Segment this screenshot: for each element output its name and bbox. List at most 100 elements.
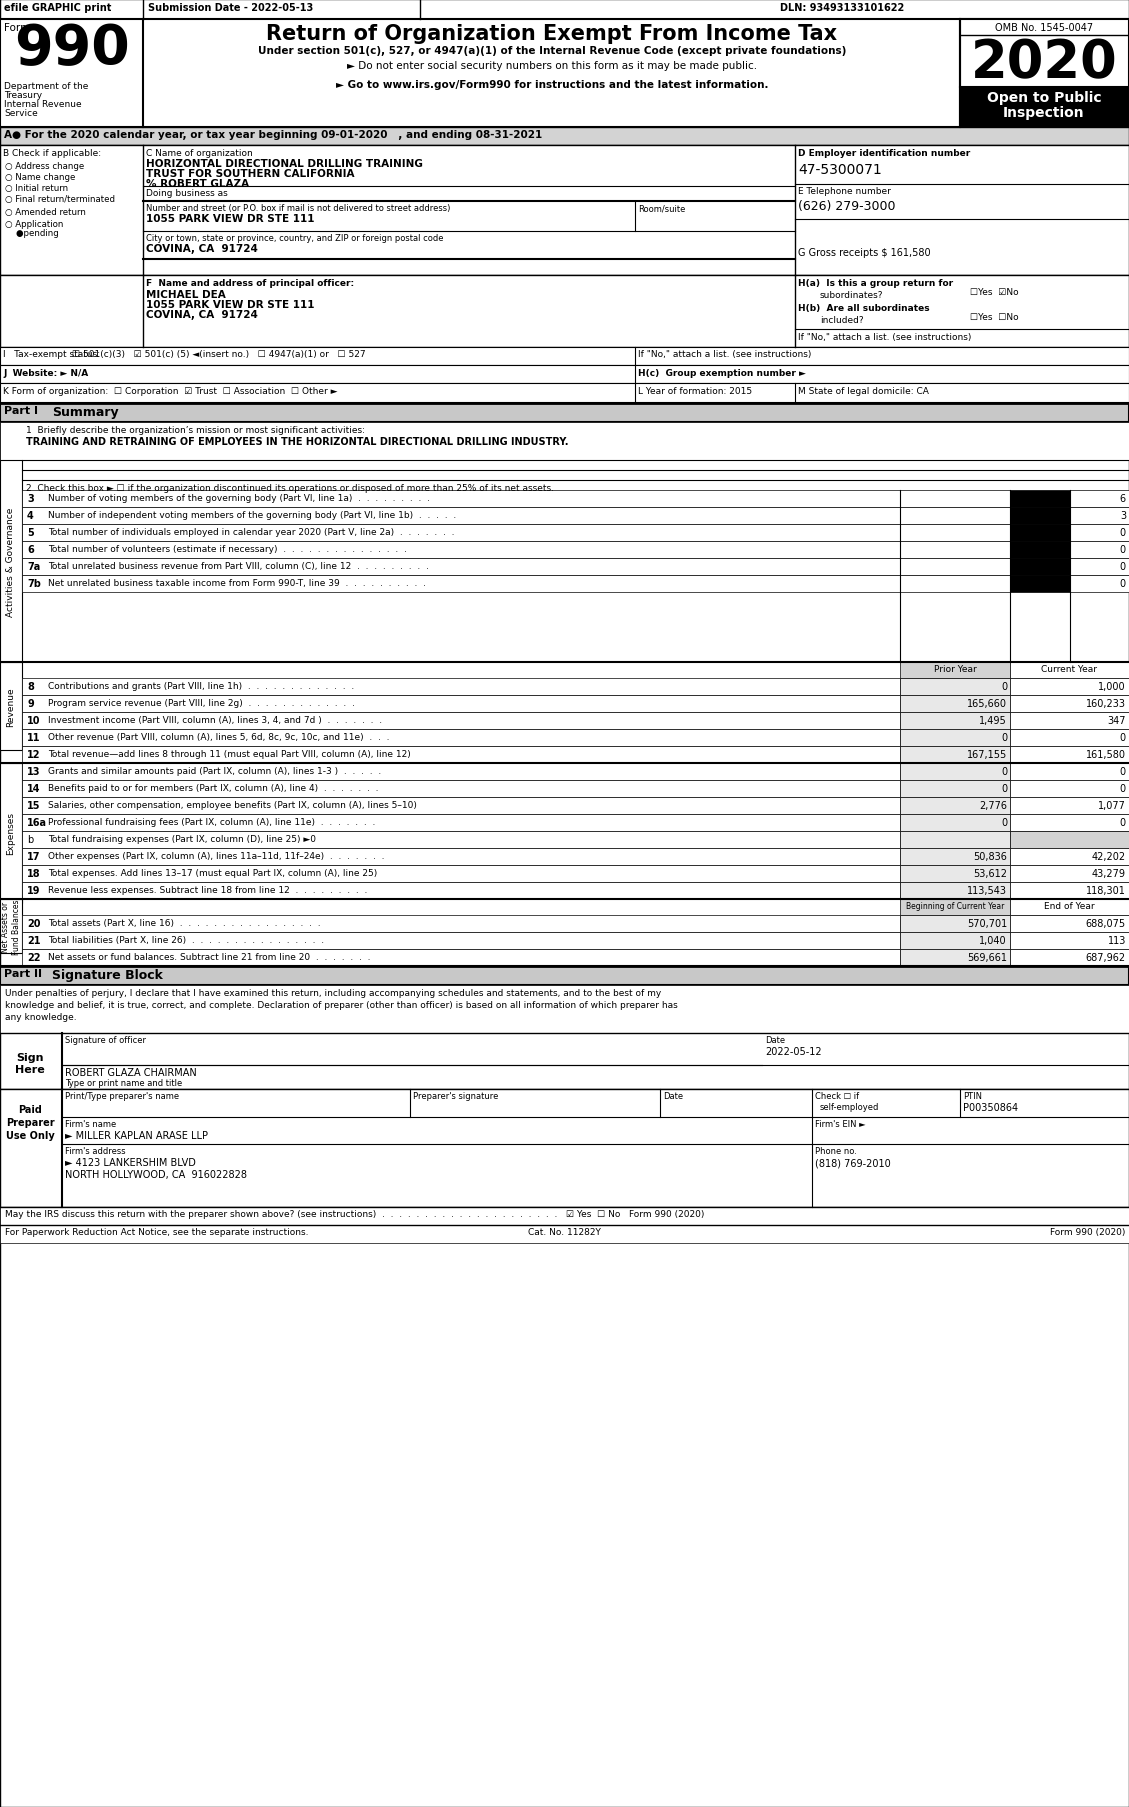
Text: Preparer's signature: Preparer's signature — [413, 1091, 498, 1100]
Text: Under section 501(c), 527, or 4947(a)(1) of the Internal Revenue Code (except pr: Under section 501(c), 527, or 4947(a)(1)… — [257, 45, 847, 56]
Text: M State of legal domicile: CA: M State of legal domicile: CA — [798, 387, 929, 396]
Text: L Year of formation: 2015: L Year of formation: 2015 — [638, 387, 752, 396]
Text: 160,233: 160,233 — [1086, 699, 1126, 708]
Text: City or town, state or province, country, and ZIP or foreign postal code: City or town, state or province, country… — [146, 233, 444, 242]
Text: 0: 0 — [1120, 528, 1126, 538]
Text: ○ Amended return: ○ Amended return — [5, 208, 86, 217]
Text: Other expenses (Part IX, column (A), lines 11a–11d, 11f–24e)  .  .  .  .  .  .  : Other expenses (Part IX, column (A), lin… — [49, 851, 385, 860]
Text: A● For the 2020 calendar year, or tax year beginning 09-01-2020   , and ending 0: A● For the 2020 calendar year, or tax ye… — [5, 130, 542, 139]
Text: 11: 11 — [27, 732, 41, 743]
Text: 161,580: 161,580 — [1086, 750, 1126, 759]
Text: ☐Yes  ☐No: ☐Yes ☐No — [970, 313, 1018, 322]
Bar — [21, 932, 900, 949]
Text: Prior Year: Prior Year — [934, 665, 977, 674]
Bar — [900, 949, 1010, 967]
Text: 6: 6 — [1120, 493, 1126, 504]
Text: If "No," attach a list. (see instructions): If "No," attach a list. (see instruction… — [638, 351, 812, 360]
Bar — [0, 967, 1129, 985]
Bar — [900, 932, 1010, 949]
Text: NORTH HOLLYWOOD, CA  916022828: NORTH HOLLYWOOD, CA 916022828 — [65, 1169, 247, 1180]
Bar — [21, 916, 900, 932]
Bar — [1010, 712, 1129, 730]
Text: Summary: Summary — [52, 407, 119, 419]
Text: H(b)  Are all subordinates: H(b) Are all subordinates — [798, 304, 929, 313]
Text: Doing business as: Doing business as — [146, 190, 228, 199]
Text: 1,077: 1,077 — [1099, 801, 1126, 811]
Bar — [1070, 558, 1129, 576]
Bar — [0, 347, 1129, 365]
Text: 347: 347 — [1108, 716, 1126, 726]
Bar — [0, 900, 21, 954]
Text: Date: Date — [765, 1035, 785, 1044]
Bar — [900, 696, 1010, 712]
Bar — [21, 949, 900, 967]
Text: knowledge and belief, it is true, correct, and complete. Declaration of preparer: knowledge and belief, it is true, correc… — [5, 1001, 677, 1010]
Bar — [0, 365, 1129, 383]
Bar — [21, 797, 900, 815]
Bar — [0, 1034, 1129, 1090]
Text: 7b: 7b — [27, 578, 41, 589]
Bar — [21, 542, 900, 558]
Bar — [900, 781, 1010, 797]
Text: 0: 0 — [1001, 681, 1007, 692]
Bar — [1010, 576, 1070, 593]
Bar — [1070, 508, 1129, 524]
Bar — [1010, 916, 1129, 932]
Text: Cat. No. 11282Y: Cat. No. 11282Y — [527, 1227, 601, 1236]
Text: Sign: Sign — [16, 1052, 44, 1063]
Bar — [1010, 900, 1129, 916]
Bar — [960, 20, 1129, 128]
Text: 118,301: 118,301 — [1086, 885, 1126, 896]
Text: Total assets (Part X, line 16)  .  .  .  .  .  .  .  .  .  .  .  .  .  .  .  .  : Total assets (Part X, line 16) . . . . .… — [49, 918, 321, 927]
Text: included?: included? — [820, 316, 864, 325]
Text: 0: 0 — [1001, 732, 1007, 743]
Text: 2  Check this box ► ☐ if the organization discontinued its operations or dispose: 2 Check this box ► ☐ if the organization… — [26, 484, 554, 493]
Text: OMB No. 1545-0047: OMB No. 1545-0047 — [995, 23, 1093, 33]
Text: Revenue less expenses. Subtract line 18 from line 12  .  .  .  .  .  .  .  .  .: Revenue less expenses. Subtract line 18 … — [49, 885, 367, 894]
Text: 12: 12 — [27, 750, 41, 759]
Text: Total unrelated business revenue from Part VIII, column (C), line 12  .  .  .  .: Total unrelated business revenue from Pa… — [49, 562, 429, 571]
Text: 1,040: 1,040 — [979, 936, 1007, 945]
Text: J  Website: ► N/A: J Website: ► N/A — [3, 369, 88, 378]
Bar — [900, 866, 1010, 882]
Text: Part II: Part II — [5, 969, 42, 978]
Text: Inspection: Inspection — [1004, 107, 1085, 119]
Bar — [900, 815, 1010, 831]
Text: P00350864: P00350864 — [963, 1102, 1018, 1113]
Bar — [21, 492, 900, 508]
Text: Treasury: Treasury — [5, 90, 42, 99]
Bar — [0, 985, 1129, 1034]
Text: Investment income (Part VIII, column (A), lines 3, 4, and 7d )  .  .  .  .  .  .: Investment income (Part VIII, column (A)… — [49, 716, 382, 725]
Bar — [1010, 663, 1129, 679]
Text: Firm's address: Firm's address — [65, 1146, 125, 1155]
Text: 19: 19 — [27, 885, 41, 896]
Text: self-employed: self-employed — [820, 1102, 879, 1111]
Bar — [0, 1090, 1129, 1207]
Text: 53,612: 53,612 — [973, 869, 1007, 878]
Text: subordinates?: subordinates? — [820, 291, 884, 300]
Text: Service: Service — [5, 108, 37, 117]
Text: Preparer: Preparer — [6, 1117, 54, 1128]
Text: Grants and similar amounts paid (Part IX, column (A), lines 1-3 )  .  .  .  .  .: Grants and similar amounts paid (Part IX… — [49, 766, 382, 775]
Text: 9: 9 — [27, 699, 34, 708]
Text: 50,836: 50,836 — [973, 851, 1007, 862]
Text: COVINA, CA  91724: COVINA, CA 91724 — [146, 309, 257, 320]
Text: May the IRS discuss this return with the preparer shown above? (see instructions: May the IRS discuss this return with the… — [5, 1209, 704, 1218]
Bar — [900, 849, 1010, 866]
Text: 0: 0 — [1120, 578, 1126, 589]
Bar — [21, 866, 900, 882]
Text: 569,661: 569,661 — [968, 952, 1007, 963]
Text: Internal Revenue: Internal Revenue — [5, 99, 81, 108]
Text: Use Only: Use Only — [6, 1131, 54, 1140]
Text: Beginning of Current Year: Beginning of Current Year — [905, 902, 1004, 911]
Text: Activities & Governance: Activities & Governance — [7, 508, 16, 616]
Text: 17: 17 — [27, 851, 41, 862]
Bar — [0, 764, 21, 904]
Text: Signature Block: Signature Block — [52, 969, 163, 981]
Text: Firm's EIN ►: Firm's EIN ► — [815, 1119, 866, 1128]
Text: D Employer identification number: D Employer identification number — [798, 148, 970, 157]
Bar — [1010, 849, 1129, 866]
Text: Salaries, other compensation, employee benefits (Part IX, column (A), lines 5–10: Salaries, other compensation, employee b… — [49, 801, 417, 810]
Text: TRUST FOR SOUTHERN CALIFORNIA: TRUST FOR SOUTHERN CALIFORNIA — [146, 168, 355, 179]
Text: Here: Here — [15, 1064, 45, 1075]
